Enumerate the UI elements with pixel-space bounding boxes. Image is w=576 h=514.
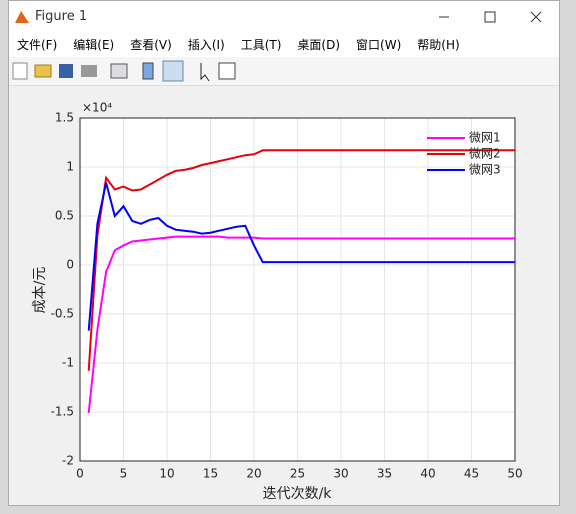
menu-item[interactable]: 桌面(D) <box>297 38 341 52</box>
legend-label: 微网1 <box>469 131 501 145</box>
toolbar-icons[interactable] <box>9 57 249 85</box>
app-icon <box>15 10 29 23</box>
y-multiplier: ×10⁴ <box>82 101 112 115</box>
x-tick-label: 25 <box>290 467 305 481</box>
y-tick-label: 0 <box>66 258 74 272</box>
x-tick-label: 10 <box>159 467 174 481</box>
title-bar: Figure 1 <box>9 1 559 32</box>
y-tick-label: -2 <box>62 454 74 468</box>
menu-bar: 文件(F) 编辑(E) 查看(V) 插入(I) 工具(T) 桌面(D) 窗口(W) 帮助(H) <box>9 32 559 57</box>
x-tick-label: 5 <box>120 467 128 481</box>
y-tick-label: 1.5 <box>55 111 74 125</box>
y-tick-label: 1 <box>66 160 74 174</box>
x-tick-label: 20 <box>246 467 261 481</box>
y-tick-label: -1 <box>62 356 74 370</box>
menu-item[interactable]: 编辑(E) <box>73 38 115 52</box>
x-tick-label: 15 <box>203 467 218 481</box>
menu-item[interactable]: 文件(F) <box>17 38 58 52</box>
x-axis-label: 迭代次数/k <box>263 486 333 502</box>
menu-item[interactable]: 插入(I) <box>187 38 225 52</box>
data-line <box>87 235 515 414</box>
x-tick-label: 30 <box>333 467 348 481</box>
x-tick-label: 35 <box>377 467 392 481</box>
legend-label: 微网2 <box>469 147 501 161</box>
menu-item[interactable]: 帮助(H) <box>417 38 460 52</box>
y-tick-label: -1.5 <box>51 405 74 419</box>
x-tick-label: 40 <box>420 467 435 481</box>
toolbar <box>9 57 559 86</box>
legend-label: 微网3 <box>469 163 501 177</box>
window-title: Figure 1 <box>35 9 88 24</box>
window-controls[interactable] <box>429 2 559 32</box>
x-tick-label: 45 <box>464 467 479 481</box>
y-axis-label: 成本/元 <box>32 267 48 314</box>
x-tick-label: 50 <box>507 467 522 481</box>
axes-box <box>79 117 516 462</box>
x-tick-label: 0 <box>76 467 84 481</box>
y-tick-label: -0.5 <box>51 307 74 321</box>
menu-item[interactable]: 工具(T) <box>240 38 282 52</box>
menu-item[interactable]: 窗口(W) <box>356 38 402 52</box>
y-tick-label: 0.5 <box>55 209 74 223</box>
menu-item[interactable]: 查看(V) <box>130 38 172 52</box>
data-line <box>87 182 515 331</box>
data-line <box>87 149 515 371</box>
